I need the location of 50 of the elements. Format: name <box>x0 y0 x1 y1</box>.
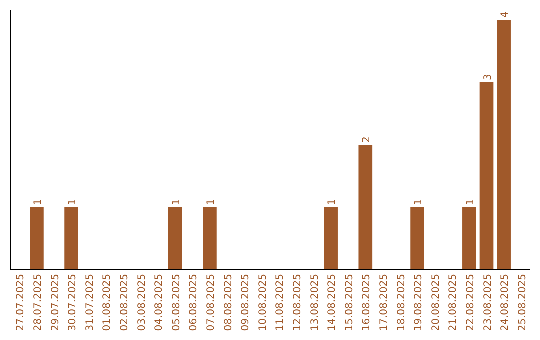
x-tick-label: 03.08.2025 <box>136 274 148 332</box>
data-label: 1 <box>32 199 44 206</box>
x-tick-label: 27.07.2025 <box>16 274 27 332</box>
data-label: 1 <box>171 199 182 206</box>
x-tick-label: 24.08.2025 <box>500 274 512 332</box>
bar <box>410 208 424 270</box>
x-tick-label: 31.07.2025 <box>84 274 96 332</box>
x-tick-label: 16.08.2025 <box>362 274 373 332</box>
data-label: 1 <box>465 199 476 206</box>
x-tick-label: 25.08.2025 <box>517 274 528 332</box>
x-tick-label: 06.08.2025 <box>188 274 200 332</box>
x-tick-label: 01.08.2025 <box>102 274 114 332</box>
x-tick-label: 29.07.2025 <box>50 274 62 332</box>
x-tick-label: 19.08.2025 <box>414 274 425 332</box>
x-tick-label: 15.08.2025 <box>344 274 356 332</box>
x-tick-label: 28.07.2025 <box>32 274 44 332</box>
bar <box>324 208 338 270</box>
x-tick-label: 02.08.2025 <box>119 274 130 332</box>
bar <box>480 82 494 270</box>
x-tick-label: 13.08.2025 <box>310 274 321 332</box>
bar <box>30 208 44 270</box>
bar <box>358 145 373 270</box>
x-tick-label: 05.08.2025 <box>171 274 182 332</box>
x-tick-label: 22.08.2025 <box>465 274 476 332</box>
x-tick-label: 08.08.2025 <box>223 274 234 332</box>
bar <box>203 208 217 270</box>
bar <box>168 208 182 270</box>
x-tick-label: 17.08.2025 <box>378 274 390 332</box>
x-tick-label: 04.08.2025 <box>154 274 166 332</box>
x-tick-label: 10.08.2025 <box>258 274 269 332</box>
x-tick-label: 12.08.2025 <box>292 274 304 332</box>
data-label: 1 <box>206 199 217 206</box>
data-label: 1 <box>414 199 425 206</box>
bar <box>462 208 476 270</box>
bar <box>64 208 78 270</box>
x-tick-label: 18.08.2025 <box>396 274 408 332</box>
data-label: 4 <box>500 12 512 18</box>
x-tick-label: 11.08.2025 <box>275 274 286 332</box>
x-tick-label: 30.07.2025 <box>68 274 79 332</box>
x-tick-label: 14.08.2025 <box>327 274 338 332</box>
x-tick-label: 23.08.2025 <box>482 274 494 332</box>
data-label: 3 <box>482 74 494 80</box>
data-label: 1 <box>327 199 338 206</box>
x-tick-label: 09.08.2025 <box>240 274 252 332</box>
x-tick-label: 21.08.2025 <box>448 274 460 332</box>
data-label: 2 <box>362 136 373 143</box>
data-label: 1 <box>68 199 79 206</box>
x-tick-label: 20.08.2025 <box>430 274 442 332</box>
x-tick-label: 07.08.2025 <box>206 274 217 332</box>
bar <box>497 20 511 270</box>
